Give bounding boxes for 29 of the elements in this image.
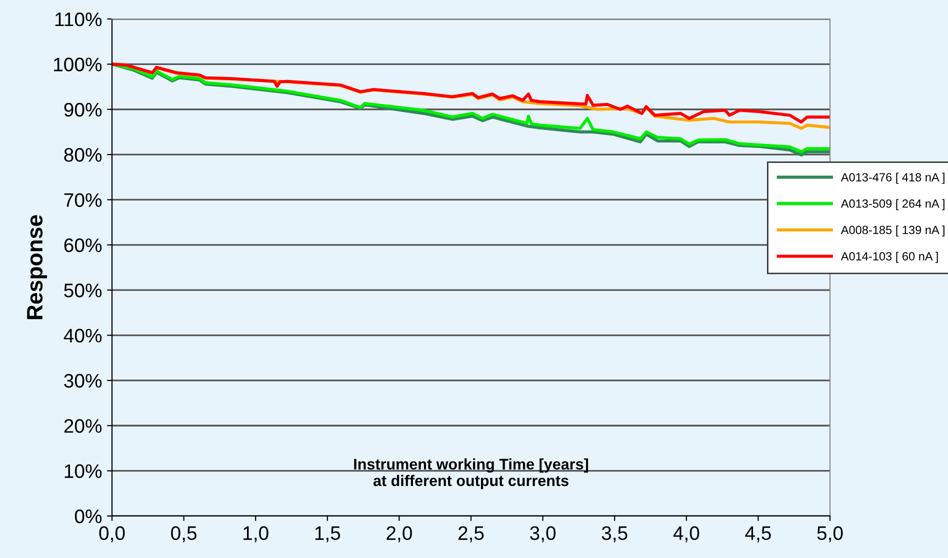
y-tick-label: 50% bbox=[64, 284, 102, 298]
legend-label: A014-103 [ 60 nA ] bbox=[840, 252, 938, 263]
y-tick-label: 20% bbox=[64, 419, 102, 433]
y-tick-label: 30% bbox=[64, 374, 102, 388]
legend-label: A008-185 [ 139 nA ] bbox=[840, 225, 944, 236]
x-tick-label: 0,5 bbox=[171, 526, 196, 542]
x-tick-label: 1,0 bbox=[244, 526, 268, 542]
y-tick-label: 110% bbox=[55, 12, 102, 26]
y-tick-label: 40% bbox=[64, 328, 102, 343]
y-tick-label: 60% bbox=[64, 238, 102, 252]
x-tick-label: 2,0 bbox=[386, 526, 412, 542]
y-axis-title: Response bbox=[27, 215, 47, 320]
x-tick-label: 4,0 bbox=[673, 526, 700, 542]
y-tick-label: 80% bbox=[64, 148, 102, 162]
annotation: Instrument working Time [years] at different output currents bbox=[354, 458, 588, 490]
y-tick-label: 90% bbox=[64, 102, 102, 117]
x-tick-label: 5,0 bbox=[817, 526, 843, 542]
x-tick-label: 3,5 bbox=[602, 526, 628, 542]
y-tick-label: 70% bbox=[64, 193, 102, 207]
y-tick-label: 100% bbox=[54, 58, 102, 72]
y-tick-label: 10% bbox=[64, 464, 102, 478]
x-tick-label: 1,5 bbox=[315, 526, 340, 542]
x-tick-label: 2,5 bbox=[458, 526, 484, 542]
x-tick-label: 0,0 bbox=[99, 526, 125, 542]
x-tick-label: 3,0 bbox=[530, 526, 556, 542]
x-tick-label: 4,5 bbox=[745, 526, 771, 542]
legend-label: A013-476 [ 418 nA ] bbox=[840, 172, 944, 184]
legend-label: A013-509 [ 264 nA ] bbox=[840, 199, 944, 210]
y-tick-label: 0% bbox=[74, 509, 102, 524]
